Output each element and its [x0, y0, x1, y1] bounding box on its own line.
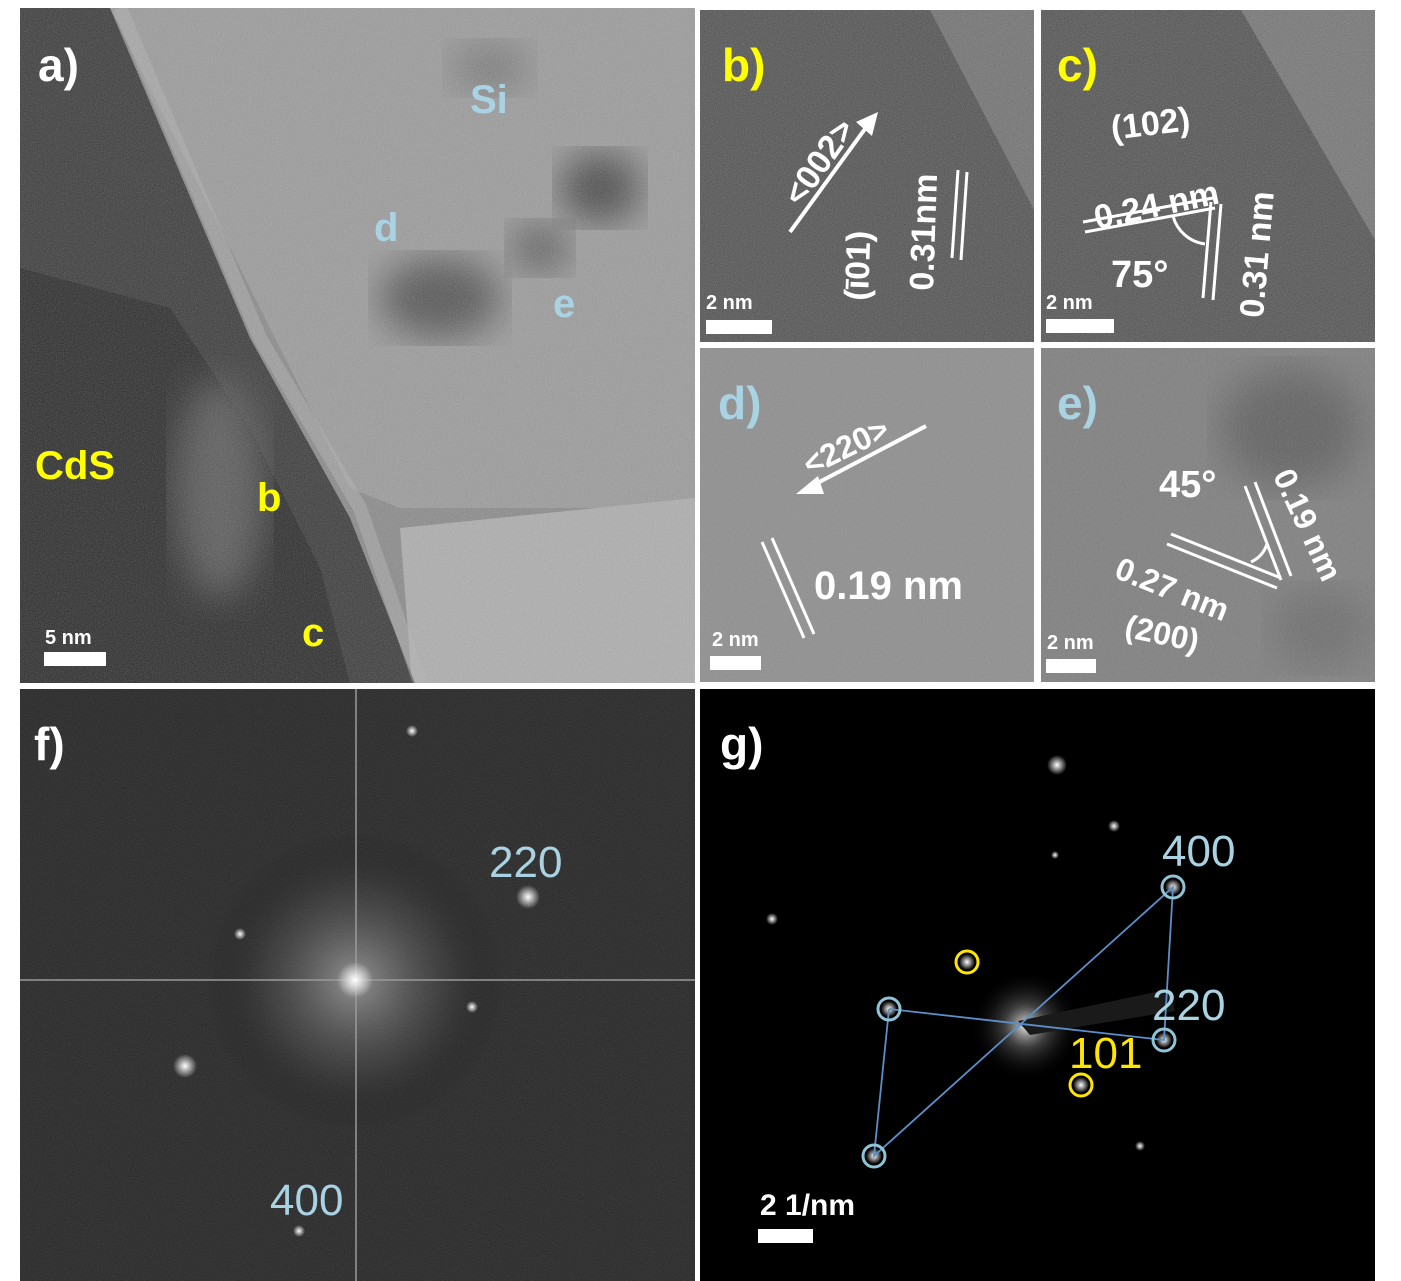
panel-g-index-101: 101 — [1069, 1029, 1143, 1078]
marker-d-label: d — [374, 206, 399, 250]
panel-b-micrograph — [700, 10, 1034, 342]
panel-e-angle: 45° — [1159, 464, 1217, 506]
panel-c: c) (102) 0.24 nm 75° 0.31 nm 2 nm — [1041, 10, 1375, 342]
panel-b-label: b) — [722, 39, 766, 91]
marker-c-label: c — [302, 611, 325, 655]
panel-g-scale-text: 2 1/nm — [760, 1189, 856, 1222]
panel-a-label: a) — [38, 39, 79, 91]
panel-b-scale-text: 2 nm — [706, 292, 753, 314]
panel-e-scale-bar — [1046, 659, 1096, 673]
panel-e-label: e) — [1057, 377, 1098, 429]
panel-a: a) Si CdS b c d e 5 nm — [20, 8, 695, 683]
panel-f-index-400: 400 — [270, 1176, 344, 1225]
panel-e: e) 45° 0.19 nm 0.27 nm (200) 2 nm — [1041, 348, 1375, 682]
panel-f-fft-image — [20, 689, 695, 1281]
panel-c-label: c) — [1057, 39, 1098, 91]
panel-g-diffraction-image — [700, 689, 1375, 1281]
panel-f-index-220: 220 — [489, 838, 563, 887]
panel-c-scale-bar — [1046, 319, 1114, 333]
panel-e-scale-text: 2 nm — [1047, 632, 1094, 654]
panel-d-label: d) — [718, 377, 762, 429]
marker-e-label: e — [553, 282, 576, 326]
panel-g-scale-bar — [758, 1229, 813, 1243]
panel-b-spacing: 0.31nm — [903, 172, 946, 292]
panel-d-spacing: 0.19 nm — [814, 564, 963, 608]
panel-d-scale-bar — [710, 656, 761, 670]
panel-b-plane: (ī01) — [838, 230, 879, 302]
panel-c-plane: (102) — [1108, 100, 1193, 148]
panel-g: g) 400 220 101 2 1/nm — [700, 689, 1375, 1281]
panel-f: f) 220 400 — [20, 689, 695, 1281]
panel-a-scale-text: 5 nm — [45, 627, 92, 649]
panel-d: d) <220> 0.19 nm 2 nm — [700, 348, 1034, 682]
panel-e-micrograph — [1041, 348, 1375, 682]
panel-c-angle: 75° — [1111, 254, 1169, 296]
panel-c-scale-text: 2 nm — [1046, 292, 1093, 314]
panel-d-micrograph — [700, 348, 1034, 682]
panel-d-scale-text: 2 nm — [712, 629, 759, 651]
region-cds-label: CdS — [35, 444, 115, 488]
panel-f-label: f) — [34, 718, 65, 770]
panel-g-index-400: 400 — [1162, 827, 1236, 876]
panel-a-scale-bar — [44, 652, 106, 666]
panel-g-index-220: 220 — [1152, 981, 1226, 1030]
panel-a-micrograph — [20, 8, 695, 683]
panel-b-scale-bar — [706, 320, 772, 334]
panel-c-micrograph — [1041, 10, 1375, 342]
panel-b: b) <002> (ī01) 0.31nm 2 nm — [700, 10, 1034, 342]
marker-b-label: b — [257, 476, 282, 520]
region-si-label: Si — [470, 78, 508, 122]
panel-g-label: g) — [720, 718, 764, 770]
